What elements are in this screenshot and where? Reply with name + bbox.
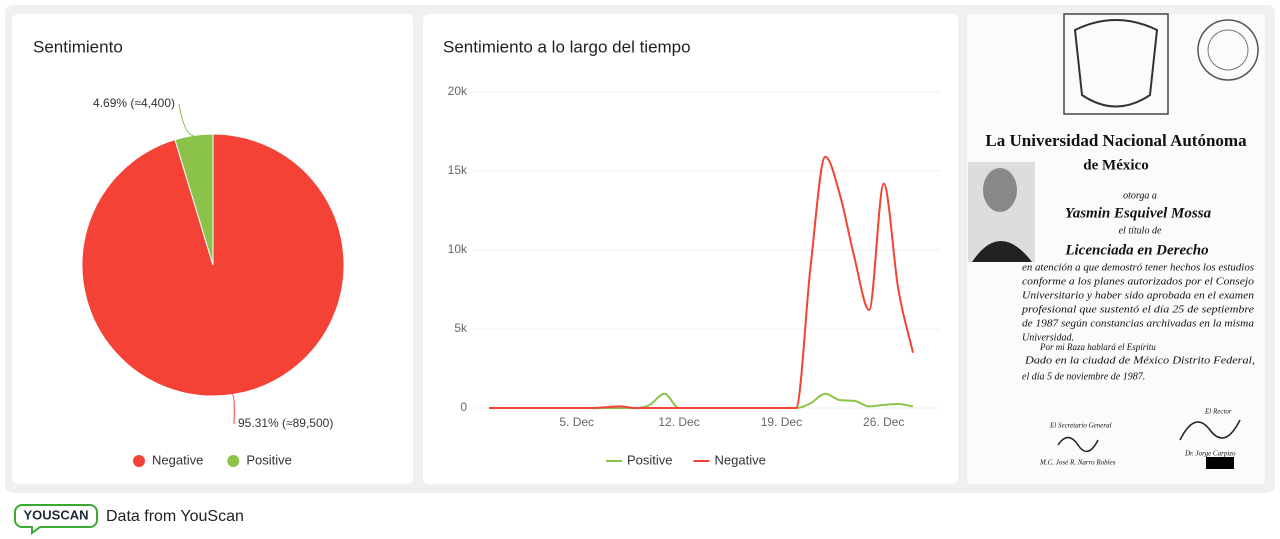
legend-label: Negative [715, 452, 766, 467]
legend-label: Positive [246, 452, 292, 467]
source: Data from YouScan [106, 508, 244, 525]
doc-text: conforme a los planes autorizados por el… [1022, 276, 1254, 287]
doc-signature-name: Dr. Jorge Carpizo [1184, 450, 1236, 458]
leader-line [231, 394, 235, 425]
legend-marker [133, 455, 145, 467]
chart-title: Sentimiento [33, 37, 123, 56]
doc-text: profesional que sustentó el día 25 de se… [1021, 304, 1255, 315]
logo-frame [14, 504, 98, 535]
doc-motto: Por mi Raza hablará el Espíritu [1039, 342, 1156, 352]
y-tick-label: 20k [448, 84, 468, 98]
signature [1179, 419, 1241, 441]
doc-text: Universidad. [1022, 332, 1074, 343]
doc-text: otorga a [1123, 190, 1157, 201]
doc-signature-name: M.C. José R. Narro Robles [1039, 459, 1116, 467]
legend-label: Positive [627, 452, 673, 467]
line-series [489, 155, 914, 409]
data-label: 4.69% (≈4,400) [93, 96, 175, 110]
doc-text: Universitario y haber sido aprobada en e… [1022, 290, 1254, 301]
y-tick-label: 15k [448, 163, 468, 177]
y-tick-label: 0 [460, 400, 467, 414]
logo: YOUSCAN [23, 507, 88, 522]
x-tick-label: 19. Dec [761, 415, 802, 429]
crest-shield [1073, 19, 1159, 108]
doc-name: Yasmin Esquivel Mossa [1065, 205, 1212, 221]
photo-face [983, 168, 1017, 212]
seal [1207, 29, 1249, 71]
leader-line [178, 103, 194, 136]
doc-text: en atención a que demostró tener hechos … [1022, 262, 1254, 273]
doc-heading: de México [1083, 157, 1148, 173]
document-card [967, 14, 1265, 484]
doc-text: de 1987 según constancias archivadas en … [1022, 318, 1254, 329]
doc-text: Dado en la ciudad de México Distrito Fed… [1024, 355, 1255, 366]
photo-body [972, 241, 1032, 262]
signature [1057, 436, 1099, 453]
doc-degree: Licenciada en Derecho [1064, 242, 1208, 258]
doc-signature-role: El Secretario General [1049, 422, 1112, 430]
redaction [1206, 457, 1234, 469]
y-tick-label: 10k [448, 242, 468, 256]
legend-label: Negative [152, 452, 203, 467]
doc-heading: La Universidad Nacional Autónoma [985, 131, 1247, 150]
y-tick-label: 5k [454, 321, 468, 335]
chart-title: Sentimiento a lo largo del tiempo [443, 37, 691, 56]
crest [1063, 13, 1169, 115]
doc-signature-role: El Rector [1204, 408, 1232, 416]
legend-marker [227, 455, 240, 467]
data-label: 95.31% (≈89,500) [238, 416, 333, 430]
x-tick-label: 26. Dec [863, 415, 904, 429]
seal [1197, 19, 1259, 81]
x-tick-label: 5. Dec [559, 415, 594, 429]
x-tick-label: 12. Dec [658, 415, 699, 429]
doc-text: el título de [1119, 225, 1162, 236]
doc-text: el día 5 de noviembre de 1987. [1022, 371, 1145, 382]
document-art [968, 13, 1259, 469]
pie-slice [174, 133, 214, 266]
card [423, 14, 958, 484]
